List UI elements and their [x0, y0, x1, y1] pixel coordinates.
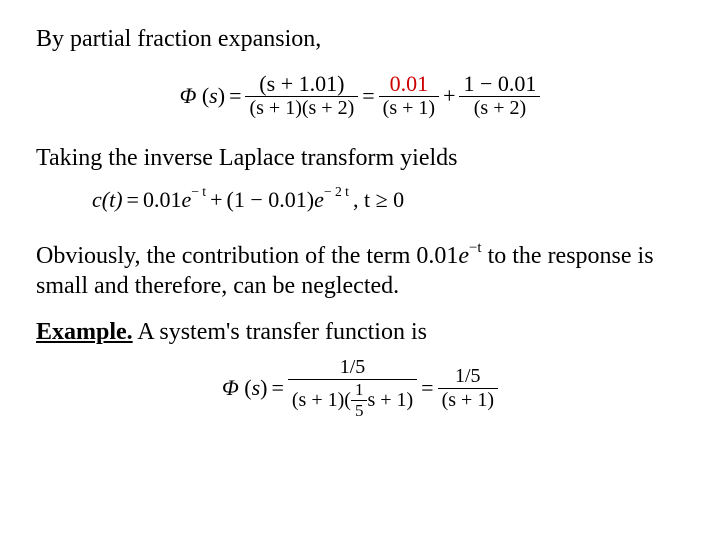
equals-1: = [229, 83, 241, 109]
intro-inverse-laplace: Taking the inverse Laplace transform yie… [36, 143, 684, 173]
intro-partial-fraction: By partial fraction expansion, [36, 24, 684, 54]
num1-a: (s [259, 71, 275, 96]
f1-num: 1/5 [336, 357, 370, 378]
example-line: Example. A system's transfer function is [36, 317, 684, 347]
den3: (s + 2) [470, 98, 530, 119]
f1-den-a: (s + 1)( [292, 390, 351, 411]
ct-tail: , t ≥ 0 [353, 187, 404, 213]
obvious-paragraph: Obviously, the contribution of the term … [36, 241, 684, 301]
equation-phi-partial-fraction: Φ (s) = (s + 1.01) (s + 1)(s + 2) = 0.01… [22, 72, 698, 119]
ct-a-e: e [181, 187, 191, 212]
p3-exp: −t [469, 239, 482, 258]
close-paren: ) [218, 83, 225, 108]
fraction-right: 1/5 (s + 1) [438, 366, 498, 411]
num1-b: 1.01) [299, 71, 345, 96]
f1-den-b: s + 1) [367, 390, 413, 411]
ct-plus: + [210, 187, 222, 213]
equals-2: = [362, 83, 374, 109]
ct-a-exp: − t [191, 184, 206, 200]
close-paren-2: ) [260, 375, 267, 400]
s-var-2: s [252, 375, 261, 400]
num2: 0.01 [386, 72, 433, 95]
fraction-term-2: 1 − 0.01 (s + 2) [459, 72, 540, 119]
f1-inner-den: 5 [351, 402, 368, 420]
ct-eq: = [127, 187, 139, 213]
f2-den: (s + 1) [438, 390, 498, 411]
ct-lhs: c(t) [92, 187, 123, 213]
num3: 1 − 0.01 [459, 72, 540, 95]
f2-num: 1/5 [451, 366, 485, 387]
f1-inner-frac: 1 5 [351, 381, 368, 420]
p3-e: e [458, 243, 469, 269]
f1-den: (s + 1)( 1 5 s + 1) [288, 381, 417, 420]
phi-symbol-2: Φ [222, 375, 239, 400]
den2: (s + 1) [379, 98, 439, 119]
p3a: Obviously, the contribution of the term [36, 243, 416, 269]
ct-a-coeff: 0.01 [143, 187, 182, 212]
equation-c-of-t: c(t) = 0.01e− t + (1 − 0.01)e− 2 t , t ≥… [22, 187, 698, 213]
den1: (s + 1)(s + 2) [245, 98, 358, 119]
equals-3a: = [271, 375, 283, 401]
ct-b-coeff: (1 − 0.01) [227, 187, 315, 212]
f1-inner-num: 1 [351, 381, 368, 399]
plus-between: + [443, 83, 455, 109]
phi-symbol: Φ [180, 83, 197, 108]
example-rest: A system's transfer function is [133, 319, 427, 345]
equation-phi-transfer-fn: Φ (s) = 1/5 (s + 1)( 1 5 s + 1) [22, 357, 698, 420]
open-paren-2: ( [244, 375, 251, 400]
ct-b-exp: − 2 t [324, 184, 349, 200]
equals-3b: = [421, 375, 433, 401]
example-label: Example. [36, 319, 133, 345]
p3-coeff: 0.01 [416, 243, 458, 269]
ct-b-e: e [314, 187, 324, 212]
num1-op: + [281, 71, 299, 96]
s-var: s [209, 83, 218, 108]
fraction-combined: (s + 1.01) (s + 1)(s + 2) [245, 72, 358, 119]
fraction-term-1: 0.01 (s + 1) [379, 72, 439, 119]
fraction-left: 1/5 (s + 1)( 1 5 s + 1) [288, 357, 417, 420]
slide-page: By partial fraction expansion, Φ (s) = (… [0, 0, 720, 540]
